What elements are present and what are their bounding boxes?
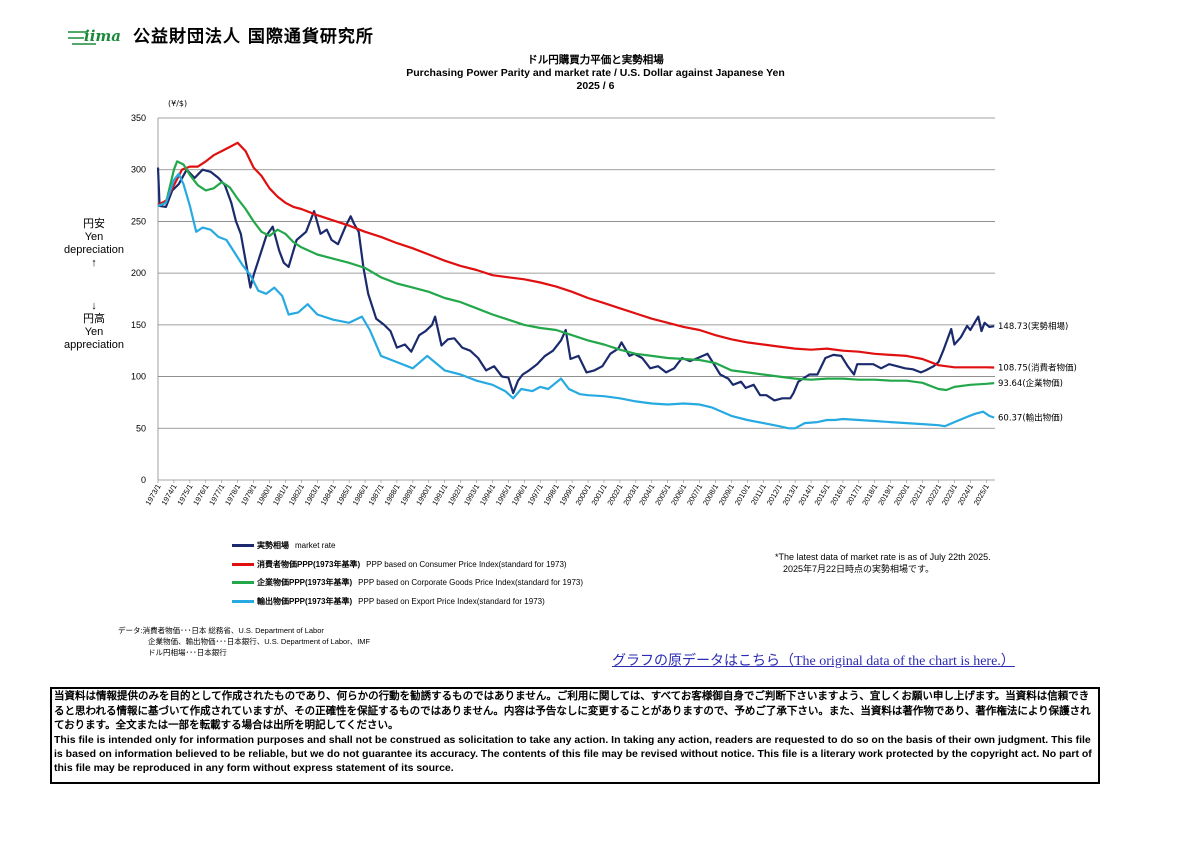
- legend-label-jp: 企業物価PPP(1973年基準): [257, 577, 353, 587]
- yen-depreciation-label: 円安 Yen depreciation ↑: [55, 218, 133, 270]
- org-name: 公益財団法人 国際通貨研究所: [133, 27, 374, 47]
- legend-swatch: [232, 543, 254, 547]
- legend-label-jp: 実勢相場: [257, 540, 289, 550]
- source-line-2: 企業物価、輸出物価･･･日本銀行、U.S. Department of Labo…: [148, 637, 371, 646]
- legend-item-cgpi-ppp: 企業物価PPP(1973年基準) PPP based on Corporate …: [232, 574, 583, 590]
- legend-label-en: PPP based on Corporate Goods Price Index…: [358, 577, 584, 587]
- yen-appreciation-label: ↓ 円高 Yen appreciation: [55, 300, 133, 352]
- y-tick-label: 300: [131, 165, 146, 175]
- latest-data-note: *The latest data of market rate is as of…: [775, 551, 991, 575]
- y-tick-label: 0: [141, 475, 146, 485]
- legend-label-en: market rate: [295, 540, 336, 550]
- series-end-label: 93.64(企業物価): [998, 378, 1063, 389]
- disclaimer-box: 当資料は情報提供のみを目的として作成されたものであり、何らかの行動を勧誘するもの…: [50, 687, 1100, 784]
- legend-swatch: [232, 599, 254, 603]
- legend-label-jp: 輸出物価PPP(1973年基準): [257, 596, 353, 606]
- source-line-3: ドル円相場･･･日本銀行: [148, 648, 227, 657]
- legend-label-jp: 消費者物価PPP(1973年基準): [257, 559, 361, 569]
- source-line-1: データ:消費者物価･･･日本 総務省、U.S. Department of La…: [118, 626, 324, 635]
- series-line-1: [157, 141, 995, 369]
- y-axis-unit: (¥/$): [168, 99, 187, 108]
- series-end-label: 148.73(実勢相場): [998, 321, 1068, 332]
- y-tick-label: 250: [131, 216, 146, 226]
- series-line-0: [156, 167, 995, 402]
- appreciation-line-3: appreciation: [64, 339, 124, 351]
- note-line-jp: 2025年7月22日時点の実勢相場です。: [783, 564, 935, 574]
- logo-text: iima: [84, 27, 121, 45]
- legend-swatch: [232, 562, 254, 566]
- appreciation-line-1: 円高: [83, 313, 105, 325]
- iima-logo: iima: [66, 22, 130, 54]
- x-tick-label: 2010/1: [733, 483, 752, 507]
- chart-title-en: Purchasing Power Parity and market rate …: [406, 67, 785, 79]
- disclaimer-jp: 当資料は情報提供のみを目的として作成されたものであり、何らかの行動を勧誘するもの…: [54, 690, 1091, 731]
- data-source: データ:消費者物価･･･日本 総務省、U.S. Department of La…: [118, 625, 370, 658]
- legend-item-market-rate: 実勢相場 market rate: [232, 537, 335, 553]
- y-tick-label: 50: [136, 423, 146, 433]
- x-tick-label: 2025/1: [972, 483, 991, 507]
- up-arrow: ↑: [91, 257, 97, 269]
- y-tick-label: 150: [131, 320, 146, 330]
- series-end-label: 108.75(消費者物価): [998, 363, 1077, 374]
- legend-label-en: PPP based on Export Price Index(standard…: [358, 596, 545, 606]
- depreciation-line-2: Yen: [84, 231, 104, 243]
- legend-label-en: PPP based on Consumer Price Index(standa…: [366, 559, 567, 569]
- original-data-link[interactable]: グラフの原データはこちら（The original data of the ch…: [612, 654, 1015, 669]
- legend-swatch: [232, 580, 254, 584]
- y-tick-label: 200: [131, 268, 146, 278]
- logo-graphic: iima: [68, 27, 121, 45]
- legend-item-export-ppp: 輸出物価PPP(1973年基準) PPP based on Export Pri…: [232, 593, 545, 609]
- appreciation-line-2: Yen: [84, 326, 104, 338]
- disclaimer-en: This file is intended only for informati…: [54, 733, 1092, 774]
- note-line-en: *The latest data of market rate is as of…: [775, 552, 991, 562]
- series-line-3: [157, 172, 995, 430]
- series-end-label: 60.37(輸出物価): [998, 413, 1063, 424]
- depreciation-line-1: 円安: [83, 218, 105, 230]
- down-arrow: ↓: [91, 300, 97, 312]
- depreciation-line-3: depreciation: [64, 244, 124, 256]
- chart-subtitle: 2025 / 6: [576, 80, 615, 92]
- chart-title-jp: ドル円購買力平価と実勢相場: [527, 54, 664, 66]
- y-tick-label: 100: [131, 372, 146, 382]
- y-tick-label: 350: [131, 113, 146, 123]
- series-line-2: [157, 160, 995, 392]
- legend-item-cpi-ppp: 消費者物価PPP(1973年基準) PPP based on Consumer …: [232, 556, 567, 572]
